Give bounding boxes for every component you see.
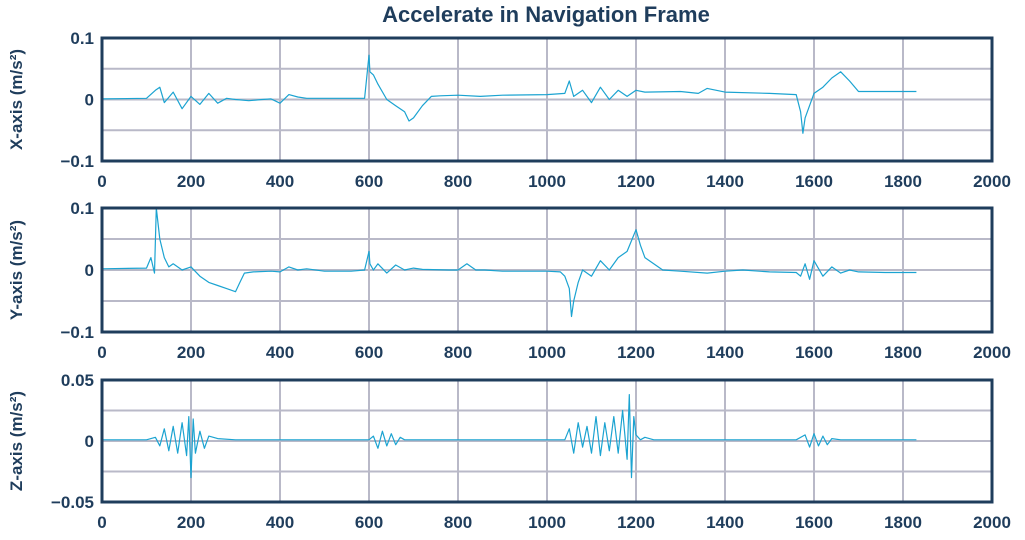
y-axis-panel: 0 200 400 600 800 1000 1200 1400 1600 1800 2000 −0.… (7, 199, 1011, 362)
z-axis-ytick-label: 0.05 (61, 371, 94, 390)
z-axis-xtick-label: 400 (266, 513, 294, 532)
x-axis-xtick-label: 0 (97, 172, 106, 191)
z-axis-xtick-label: 600 (355, 513, 383, 532)
x-axis-xtick-label: 1400 (706, 172, 744, 191)
z-axis-ytick-label: 0 (85, 432, 94, 451)
y-axis-ylabel: Y-axis (m/s²) (7, 220, 26, 320)
y-axis-xtick-label: 1200 (617, 343, 655, 362)
y-axis-xtick-label: 1000 (528, 343, 566, 362)
y-axis-xtick-label: 0 (97, 343, 106, 362)
x-axis-panel: 0 200 400 600 800 1000 1200 1400 1600 1800 2000 −0.… (7, 29, 1011, 191)
z-axis-panel: 0 200 400 600 800 1000 1200 1400 1600 1800 2000 −0.… (7, 371, 1011, 532)
chart-panels: 0 200 400 600 800 1000 1200 1400 1600 1800 2000−0.… (7, 29, 1011, 532)
x-axis-ytick-label: 0.1 (70, 29, 94, 48)
x-axis-xtick-label: 1600 (795, 172, 833, 191)
x-axis-series-line (101, 54, 917, 134)
z-axis-ylabel: Z-axis (m/s²) (7, 391, 26, 491)
y-axis-xtick-label: 800 (444, 343, 472, 362)
x-axis-xtick-label: 1000 (528, 172, 566, 191)
x-axis-xtick-label: 1200 (617, 172, 655, 191)
z-axis-xtick-label: 1800 (884, 513, 922, 532)
y-axis-xtick-label: 1800 (884, 343, 922, 362)
y-axis-ytick-label: 0.1 (70, 199, 94, 218)
y-axis-xtick-label: 1400 (706, 343, 744, 362)
y-axis-ytick-label: 0 (85, 261, 94, 280)
x-axis-ytick-label: 0 (85, 91, 94, 110)
y-axis-frame (100, 206, 994, 334)
y-axis-ytick-label: −0.1 (60, 323, 94, 342)
y-axis-xtick-label: 2000 (973, 343, 1011, 362)
y-axis-xtick-label: 600 (355, 343, 383, 362)
z-axis-xtick-label: 1000 (528, 513, 566, 532)
y-axis-series-line (101, 207, 917, 318)
y-axis-xtick-label: 200 (177, 343, 205, 362)
z-axis-xtick-label: 0 (97, 513, 106, 532)
x-axis-xtick-label: 2000 (973, 172, 1011, 191)
x-axis-frame (100, 36, 994, 163)
x-axis-ytick-label: −0.1 (60, 152, 94, 171)
z-axis-xtick-label: 1400 (706, 513, 744, 532)
z-axis-xtick-label: 200 (177, 513, 205, 532)
z-axis-xtick-label: 1600 (795, 513, 833, 532)
z-axis-xtick-label: 2000 (973, 513, 1011, 532)
x-axis-xtick-label: 200 (177, 172, 205, 191)
z-axis-frame (100, 378, 994, 504)
z-axis-series-line (102, 394, 917, 479)
x-axis-xtick-label: 600 (355, 172, 383, 191)
x-axis-ylabel: X-axis (m/s²) (7, 49, 26, 150)
y-axis-xtick-label: 1600 (795, 343, 833, 362)
y-axis-xtick-label: 400 (266, 343, 294, 362)
z-axis-xtick-label: 800 (444, 513, 472, 532)
x-axis-xtick-label: 400 (266, 172, 294, 191)
chart-title: Accelerate in Navigation Frame (382, 2, 710, 27)
x-axis-xtick-label: 1800 (884, 172, 922, 191)
z-axis-ytick-label: −0.05 (51, 493, 94, 512)
x-axis-xtick-label: 800 (444, 172, 472, 191)
z-axis-xtick-label: 1200 (617, 513, 655, 532)
